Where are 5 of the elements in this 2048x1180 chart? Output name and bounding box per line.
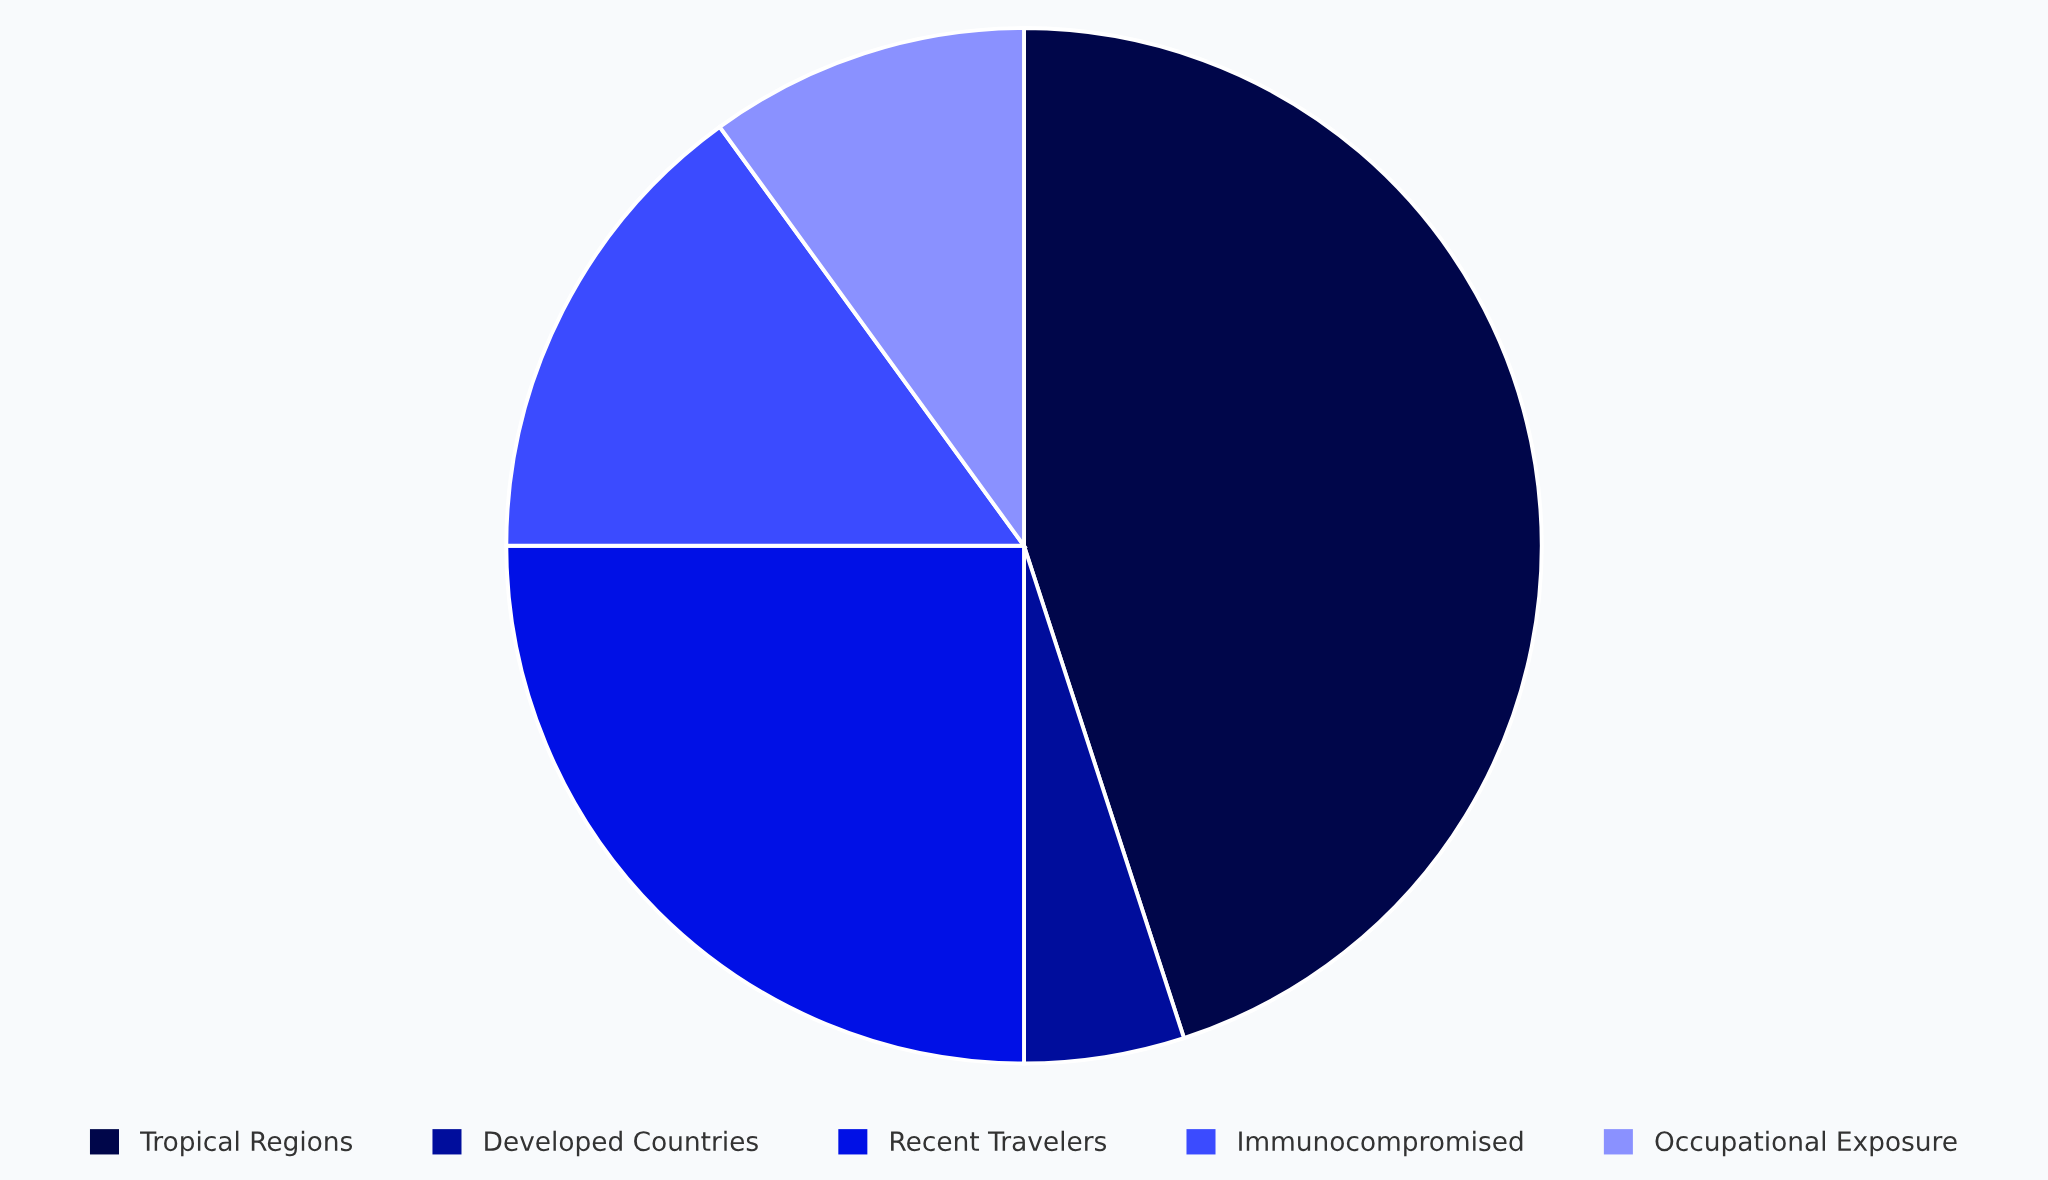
legend-label: Recent Travelers — [891, 1130, 1107, 1152]
legend-label: Developed Countries — [485, 1130, 758, 1157]
legend-label: Immunocompromised — [1239, 1130, 1523, 1157]
legend-label: Occupational Exposure — [1655, 1130, 1957, 1157]
legend-label: Tropical Regions — [140, 1130, 353, 1157]
